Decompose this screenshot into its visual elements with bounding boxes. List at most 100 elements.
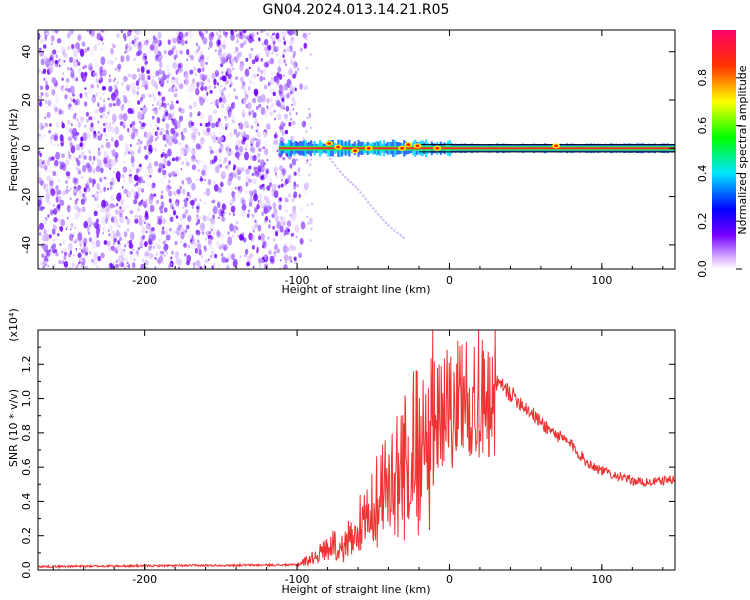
noise-speck bbox=[97, 131, 101, 135]
noise-speck bbox=[266, 105, 269, 109]
noise-speck bbox=[119, 206, 122, 210]
noise-speck bbox=[273, 71, 277, 77]
noise-speck bbox=[259, 184, 264, 190]
noise-speck bbox=[46, 249, 51, 257]
drift-point bbox=[326, 154, 329, 157]
noise-speck bbox=[152, 245, 155, 250]
noise-speck bbox=[179, 185, 182, 191]
noise-speck bbox=[93, 136, 96, 139]
noise-speck bbox=[176, 189, 181, 195]
noise-speck bbox=[140, 39, 146, 47]
noise-speck bbox=[183, 127, 188, 133]
noise-speck bbox=[131, 189, 137, 198]
drift-point bbox=[333, 163, 337, 167]
noise-speck bbox=[113, 103, 116, 107]
noise-speck bbox=[248, 190, 253, 195]
noise-speck bbox=[207, 258, 210, 262]
colorbar-ticks: 0.0 0.2 0.4 0.6 0.8 bbox=[696, 69, 742, 278]
noise-speck bbox=[197, 68, 202, 73]
noise-speck bbox=[138, 145, 142, 150]
noise-speck bbox=[65, 88, 67, 91]
noise-speck bbox=[157, 31, 162, 40]
noise-speck bbox=[76, 159, 81, 167]
noise-speck bbox=[293, 101, 297, 107]
noise-speck bbox=[218, 208, 224, 217]
noise-speck bbox=[171, 157, 176, 162]
noise-speck bbox=[146, 132, 150, 139]
noise-speck bbox=[81, 206, 86, 213]
noise-speck bbox=[161, 190, 164, 194]
noise-speck bbox=[291, 96, 295, 102]
noise-speck bbox=[235, 166, 239, 171]
noise-speck bbox=[257, 131, 261, 138]
noise-speck bbox=[52, 211, 54, 214]
noise-speck bbox=[231, 187, 234, 191]
noise-speck bbox=[83, 155, 87, 160]
noise-speck bbox=[40, 53, 43, 56]
noise-speck bbox=[121, 206, 126, 213]
noise-speck bbox=[81, 147, 84, 150]
noise-speck bbox=[266, 242, 270, 247]
noise-speck bbox=[177, 233, 179, 237]
y-exponent-label: (x10⁴) bbox=[7, 308, 20, 342]
noise-speck bbox=[196, 44, 201, 51]
noise-speck bbox=[38, 176, 41, 180]
noise-speck bbox=[271, 103, 274, 108]
noise-speck bbox=[61, 46, 66, 53]
noise-speck bbox=[44, 35, 47, 40]
noise-speck bbox=[282, 156, 286, 161]
noise-speck bbox=[232, 212, 235, 217]
noise-speck bbox=[212, 199, 216, 204]
noise-speck bbox=[261, 256, 265, 260]
noise-speck bbox=[271, 213, 275, 219]
noise-speck bbox=[81, 151, 85, 157]
x-tick-label: -100 bbox=[285, 274, 310, 287]
noise-speck bbox=[100, 167, 104, 174]
noise-speck bbox=[128, 151, 131, 155]
noise-speck bbox=[78, 190, 84, 197]
noise-speck bbox=[59, 199, 65, 206]
noise-speck bbox=[108, 262, 113, 269]
noise-speck bbox=[229, 198, 233, 205]
noise-speck bbox=[175, 120, 181, 129]
noise-speck bbox=[273, 32, 276, 36]
noise-speck bbox=[45, 58, 50, 68]
noise-speck bbox=[133, 118, 137, 122]
noise-speck bbox=[109, 181, 114, 186]
noise-speck bbox=[290, 60, 293, 66]
noise-speck bbox=[100, 144, 104, 149]
noise-speck bbox=[167, 138, 173, 147]
noise-speck bbox=[161, 96, 166, 102]
noise-speck bbox=[223, 87, 225, 91]
noise-speck bbox=[110, 195, 115, 201]
noise-speck bbox=[285, 261, 287, 264]
hot-spot-core bbox=[336, 145, 341, 149]
noise-speck bbox=[258, 235, 262, 241]
noise-speck bbox=[138, 215, 141, 218]
noise-speck bbox=[172, 191, 177, 196]
noise-speck bbox=[100, 115, 103, 119]
noise-speck bbox=[165, 234, 171, 241]
noise-speck bbox=[239, 187, 243, 191]
drift-point bbox=[336, 167, 340, 170]
noise-speck bbox=[255, 52, 261, 59]
noise-speck bbox=[95, 92, 99, 97]
noise-speck bbox=[292, 50, 297, 57]
snr-axes: -200 -100 0 100 0.0 0.2 0.4 0.6 0.8 1.0 … bbox=[20, 330, 675, 586]
noise-speck bbox=[67, 67, 70, 71]
noise-speck bbox=[182, 206, 185, 209]
noise-speck bbox=[220, 136, 224, 141]
noise-speck bbox=[241, 139, 246, 145]
noise-speck bbox=[145, 199, 148, 202]
noise-speck bbox=[269, 57, 275, 65]
noise-speck bbox=[136, 90, 139, 95]
noise-speck bbox=[304, 225, 308, 230]
noise-speck bbox=[147, 49, 151, 55]
noise-speck bbox=[80, 263, 84, 269]
noise-speck bbox=[179, 217, 183, 222]
noise-speck bbox=[186, 64, 188, 68]
noise-speck bbox=[40, 262, 43, 266]
noise-speck bbox=[222, 213, 226, 216]
noise-speck bbox=[57, 144, 59, 147]
noise-speck bbox=[228, 52, 232, 57]
